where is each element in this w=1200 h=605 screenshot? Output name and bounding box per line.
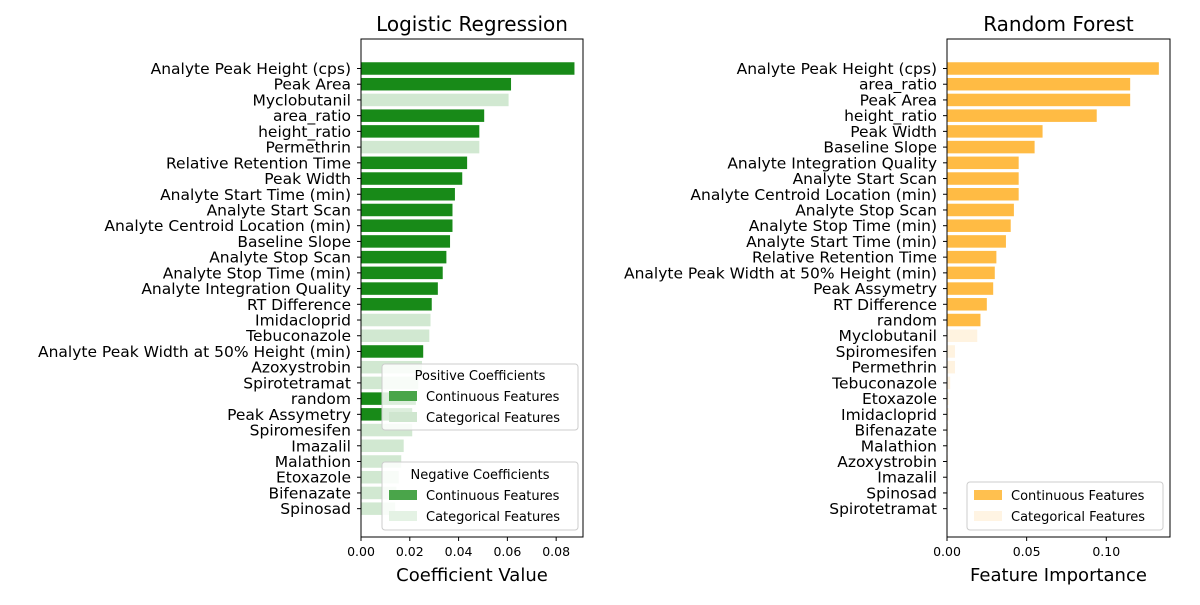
lr-bar [361, 345, 423, 358]
rf-x-tick-label: 0.00 [933, 544, 961, 559]
lr-bar [361, 235, 450, 248]
lr-bar [361, 157, 467, 170]
rf-bar [947, 282, 993, 295]
lr-x-axis-label: Coefficient Value [396, 565, 548, 586]
lr-x-tick-label: 0.04 [445, 544, 473, 559]
lr-bar [361, 314, 431, 327]
lr-neg-legend-swatch [389, 490, 417, 500]
lr-legend-positive-title: Positive Coefficients [415, 369, 546, 384]
lr-bar [361, 125, 479, 138]
lr-bar [361, 251, 446, 264]
rf-bar [947, 345, 955, 358]
rf-x-tick-label: 0.10 [1092, 544, 1120, 559]
lr-bar [361, 141, 479, 154]
lr-bar [361, 172, 462, 185]
rf-bar [947, 204, 1014, 217]
random-forest-panel: Analyte Peak Height (cps)area_ratioPeak … [624, 12, 1170, 586]
lr-bar [361, 94, 509, 107]
lr-pos-legend-swatch [389, 391, 417, 401]
lr-legend-negative-title: Negative Coefficients [411, 468, 550, 483]
rf-legend-label: Categorical Features [1011, 510, 1145, 525]
rf-bar [947, 172, 1019, 185]
rf-legend-label: Continuous Features [1011, 489, 1145, 504]
lr-bar [361, 109, 484, 122]
lr-bar [361, 282, 438, 295]
rf-bar [947, 94, 1130, 107]
rf-bar [947, 361, 955, 374]
lr-pos-legend-swatch [389, 412, 417, 422]
lr-bar [361, 62, 574, 75]
rf-bar [947, 141, 1035, 154]
lr-neg-legend-label: Continuous Features [426, 489, 560, 504]
rf-legend-swatch [974, 511, 1002, 521]
lr-pos-legend-label: Categorical Features [426, 411, 560, 426]
rf-legend-swatch [974, 490, 1002, 500]
lr-category-label: Spinosad [280, 500, 351, 518]
rf-category-label: Spirotetramat [829, 500, 937, 518]
rf-x-axis-label: Feature Importance [970, 565, 1147, 586]
lr-bar [361, 440, 404, 453]
rf-bar [947, 314, 980, 327]
lr-x-tick-label: 0.06 [493, 544, 521, 559]
rf-bar [947, 251, 996, 264]
rf-bar [947, 109, 1097, 122]
lr-bar [361, 267, 443, 280]
lr-neg-legend-label: Categorical Features [426, 510, 560, 525]
lr-bar [361, 298, 432, 311]
lr-title: Logistic Regression [376, 12, 568, 36]
rf-bar [947, 298, 987, 311]
lr-x-tick-label: 0.08 [542, 544, 570, 559]
lr-bar [361, 204, 452, 217]
rf-bar [947, 188, 1019, 201]
rf-bar [947, 329, 977, 342]
rf-x-tick-label: 0.05 [1013, 544, 1041, 559]
lr-x-tick-label: 0.02 [396, 544, 424, 559]
rf-bar [947, 219, 1011, 232]
rf-title: Random Forest [983, 12, 1134, 36]
lr-x-tick-label: 0.00 [347, 544, 375, 559]
lr-bar [361, 78, 511, 91]
rf-bar [947, 125, 1043, 138]
rf-bar [947, 157, 1019, 170]
rf-bar [947, 267, 995, 280]
logistic-regression-panel: Analyte Peak Height (cps)Peak AreaMyclob… [38, 12, 583, 586]
rf-bar [947, 62, 1159, 75]
lr-bar [361, 188, 455, 201]
lr-neg-legend-swatch [389, 511, 417, 521]
lr-bar [361, 219, 452, 232]
lr-pos-legend-label: Continuous Features [426, 390, 560, 405]
lr-bar [361, 329, 429, 342]
rf-bar [947, 235, 1006, 248]
rf-bar [947, 78, 1130, 91]
